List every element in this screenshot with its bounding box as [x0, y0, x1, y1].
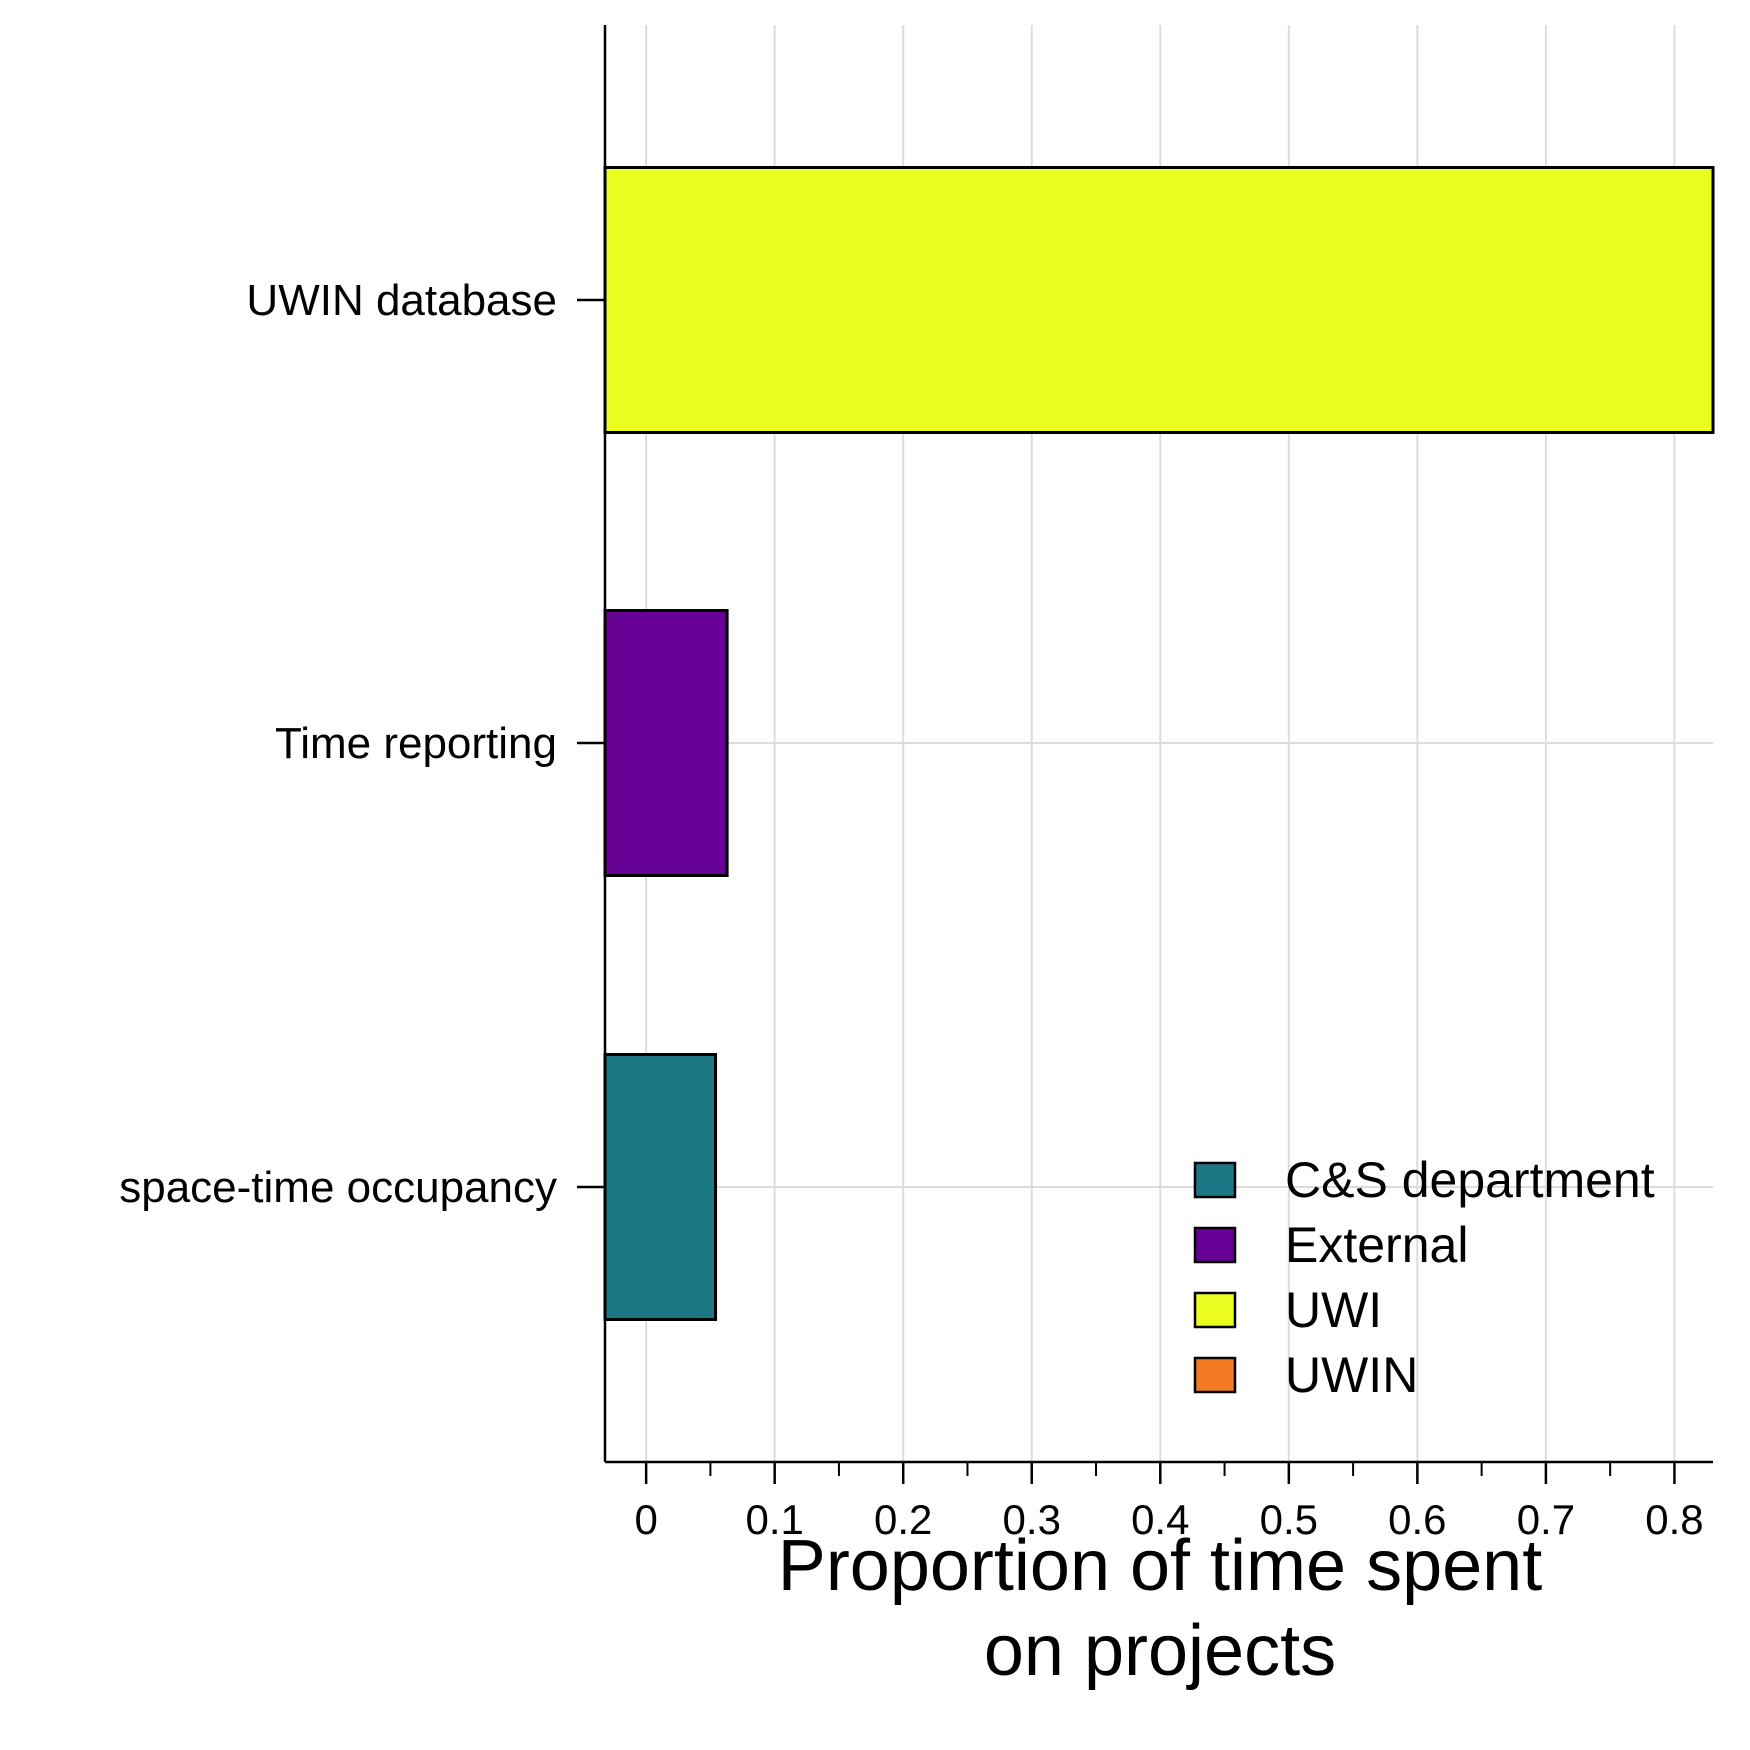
x-tick-label-6: 0.6 [1388, 1496, 1446, 1543]
legend-swatch-2 [1193, 1226, 1237, 1264]
x-tick-label-3: 0.3 [1003, 1496, 1061, 1543]
category-label-3: space-time occupancy [119, 1163, 557, 1212]
category-label-2: Time reporting [275, 719, 557, 768]
x-tick-label-5: 0.5 [1260, 1496, 1318, 1543]
legend-label-4: UWIN [1285, 1347, 1418, 1403]
x-axis-title-line-1: Proportion of time spent [778, 1526, 1542, 1606]
bar-2 [603, 609, 729, 877]
x-tick-label-4: 0.4 [1131, 1496, 1189, 1543]
legend-label-3: UWI [1285, 1282, 1382, 1338]
bars [603, 166, 1715, 1321]
x-ticks: 0 0.1 0.2 0.3 0.4 0.5 0.6 0.7 0.8 [634, 1462, 1704, 1543]
legend-label-2: External [1285, 1217, 1468, 1273]
legend-swatch-4 [1193, 1356, 1237, 1394]
category-labels: UWIN database Time reporting space-time oc… [119, 276, 605, 1212]
bar-1 [603, 166, 1715, 434]
x-tick-label-8: 0.8 [1645, 1496, 1703, 1543]
legend: C&S department External UWI UWIN [1193, 1152, 1655, 1403]
category-label-1: UWIN database [246, 276, 557, 325]
legend-label-1: C&S department [1285, 1152, 1655, 1208]
x-axis-title-line-2: on projects [984, 1611, 1336, 1691]
x-tick-label-2: 0.2 [874, 1496, 932, 1543]
x-tick-label-7: 0.7 [1517, 1496, 1575, 1543]
x-tick-label-1: 0.1 [745, 1496, 803, 1543]
legend-swatch-1 [1193, 1161, 1237, 1199]
x-tick-label-0: 0 [634, 1496, 657, 1543]
bar-3 [603, 1053, 718, 1321]
legend-swatch-3 [1193, 1291, 1237, 1329]
